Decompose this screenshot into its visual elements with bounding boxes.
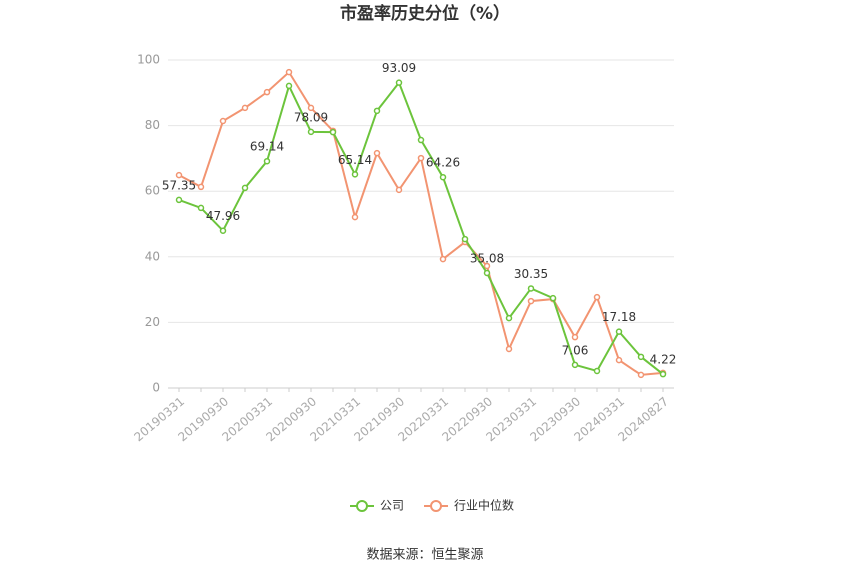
series-line <box>178 80 664 375</box>
data-point <box>351 213 359 221</box>
data-point <box>571 333 579 341</box>
data-point <box>175 196 183 204</box>
data-point <box>395 186 403 194</box>
data-point <box>329 128 337 136</box>
data-label: 4.22 <box>650 353 677 367</box>
legend-label: 行业中位数 <box>454 498 514 513</box>
data-point <box>373 107 381 115</box>
y-tick-label: 60 <box>145 184 160 198</box>
data-point <box>263 88 271 96</box>
data-point <box>263 157 271 165</box>
data-label: 57.35 <box>162 178 196 192</box>
data-label: 64.26 <box>426 156 460 170</box>
data-point <box>439 255 447 263</box>
legend-marker <box>430 500 443 512</box>
data-label: 17.18 <box>602 310 636 324</box>
data-point <box>549 294 557 302</box>
source-note: 数据来源：恒生聚源 <box>366 548 483 563</box>
data-point <box>483 262 491 270</box>
data-point <box>439 173 447 181</box>
data-point <box>593 367 601 375</box>
data-point <box>307 128 315 136</box>
data-point <box>351 171 359 178</box>
data-label: 65.14 <box>338 153 372 167</box>
data-point <box>637 353 645 361</box>
data-point <box>373 149 381 157</box>
data-label: 30.35 <box>514 267 548 281</box>
y-tick-label: 40 <box>145 249 160 263</box>
data-point <box>241 104 249 112</box>
data-point <box>527 285 535 292</box>
data-point <box>395 79 403 86</box>
data-label: 78.09 <box>294 110 328 124</box>
data-point <box>483 269 491 277</box>
series-line <box>178 70 664 376</box>
data-point <box>219 227 227 234</box>
data-label: 69.14 <box>250 140 284 154</box>
y-tick-label: 80 <box>145 118 160 132</box>
data-point <box>197 204 205 212</box>
data-point <box>593 293 601 301</box>
data-point <box>505 314 513 322</box>
data-point <box>285 82 293 90</box>
data-point <box>461 235 469 243</box>
data-point <box>285 68 293 76</box>
data-point <box>571 361 579 369</box>
data-point <box>219 117 227 125</box>
data-point <box>615 328 623 335</box>
data-point <box>615 356 623 364</box>
y-tick-label: 20 <box>145 315 160 329</box>
data-label: 93.09 <box>382 61 416 75</box>
data-point <box>659 370 667 378</box>
data-label: 7.06 <box>562 343 589 357</box>
legend-marker <box>356 500 368 512</box>
data-point <box>241 184 249 192</box>
data-label: 35.08 <box>470 251 504 265</box>
data-point <box>197 183 205 191</box>
data-point <box>637 371 645 379</box>
data-point <box>505 345 513 353</box>
data-point <box>175 171 183 179</box>
legend-label: 公司 <box>380 499 404 513</box>
data-point <box>307 104 315 112</box>
data-label: 47.96 <box>206 209 240 223</box>
data-point <box>527 297 535 305</box>
data-point <box>417 154 425 162</box>
y-tick-label: 100 <box>137 53 160 67</box>
chart-title: 市盈率历史分位（%） <box>340 3 510 24</box>
y-tick-label: 0 <box>152 381 160 395</box>
data-point <box>417 136 425 144</box>
